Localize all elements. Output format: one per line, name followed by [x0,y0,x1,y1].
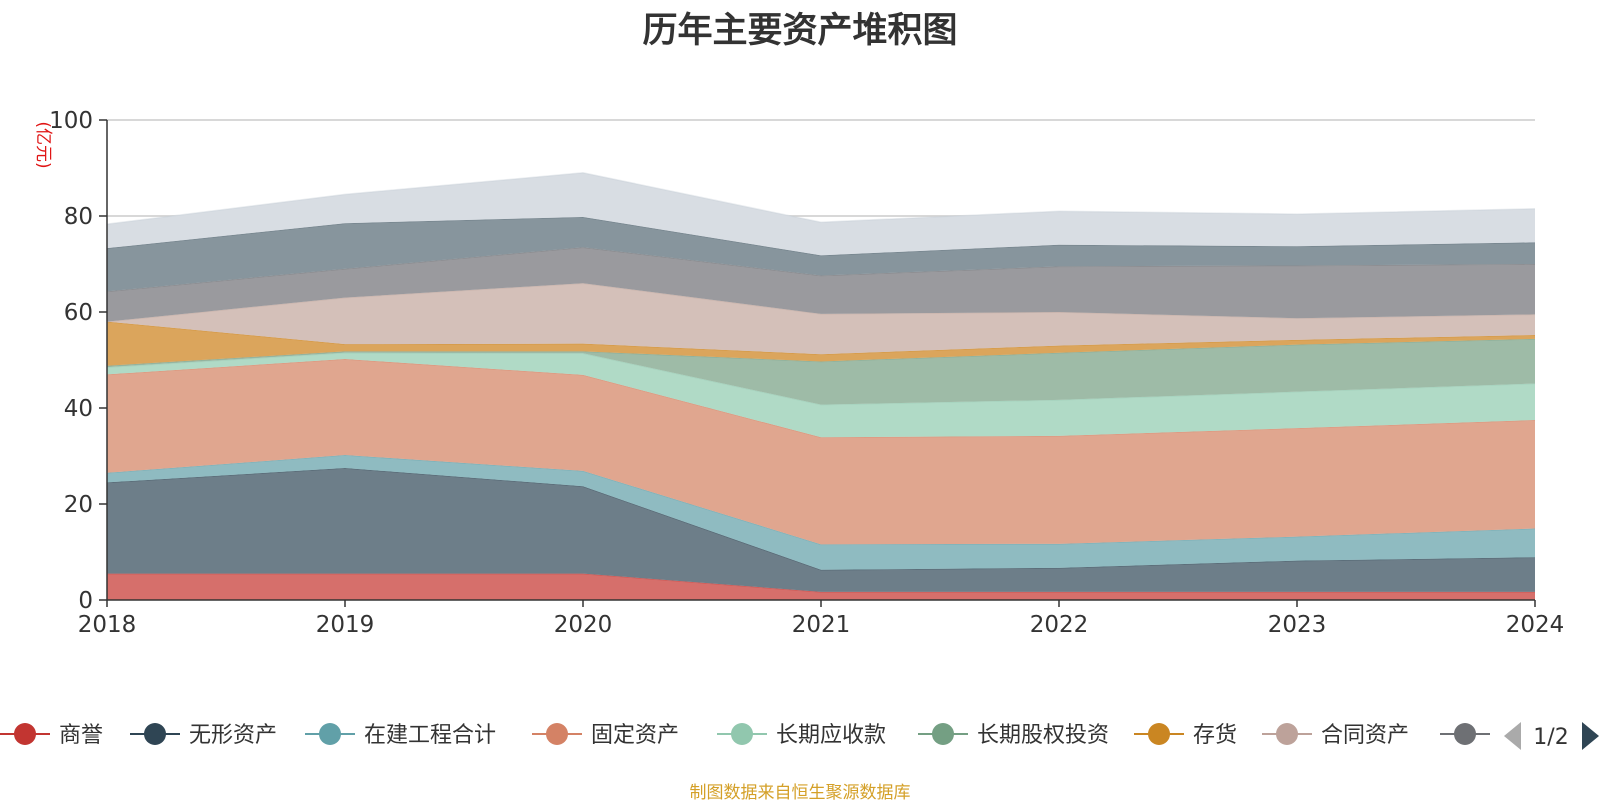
y-tick-label: 100 [49,108,93,134]
legend-next-page-icon[interactable] [1582,722,1599,750]
source-footnote: 制图数据来自恒生聚源数据库 [689,783,911,803]
legend: 商誉 无形资产 在建工程合计 固定资产 长期应收款 长期股权投资 存货 合同资产 [0,723,1490,748]
legend-item-1[interactable]: 商誉 [0,723,103,748]
legend-marker-icon [1276,723,1298,745]
chart-title: 历年主要资产堆积图 [642,11,958,51]
x-tick-label: 2021 [792,612,851,638]
area-series-11[interactable] [107,172,1535,256]
legend-label: 长期应收款 [776,723,886,748]
y-tick-label: 80 [64,204,93,230]
legend-label: 固定资产 [591,723,679,748]
legend-item-3[interactable]: 在建工程合计 [305,723,496,748]
axes: 0 20 40 60 80 100 2018 2019 2020 2021 2022 2023 2024 [49,108,1564,638]
area-series [106,172,1536,600]
legend-label: 合同资产 [1321,723,1409,748]
area-series-10[interactable] [107,216,1535,292]
legend-marker-icon [319,723,341,745]
x-tick-label: 2022 [1030,612,1089,638]
area-series-2[interactable] [107,468,1535,592]
legend-label: 在建工程合计 [364,723,496,748]
legend-label: 存货 [1193,723,1237,748]
legend-page-indicator: 1/2 [1533,725,1568,750]
legend-pager: 1/2 [1504,722,1599,750]
legend-marker-icon [144,723,166,745]
area-series-3[interactable] [107,455,1535,570]
legend-marker-icon [14,723,36,745]
area-series-6[interactable] [107,338,1535,405]
legend-item-2[interactable]: 无形资产 [130,723,277,748]
legend-item-6[interactable]: 长期股权投资 [918,723,1109,748]
area-series-7[interactable] [107,321,1535,366]
x-tick-label: 2024 [1506,612,1565,638]
legend-item-9[interactable] [1440,723,1490,745]
area-series-9[interactable] [107,247,1535,322]
y-axis-unit-label: (亿元) [33,121,53,168]
x-tick-label: 2020 [554,612,613,638]
y-tick-label: 40 [64,396,93,422]
y-tick-label: 0 [78,588,93,614]
area-series-1[interactable] [107,573,1535,600]
legend-label: 长期股权投资 [977,723,1109,748]
area-series-4[interactable] [107,359,1535,545]
legend-label: 无形资产 [189,723,277,748]
x-tick-label: 2023 [1268,612,1327,638]
legend-item-4[interactable]: 固定资产 [532,723,679,748]
legend-marker-icon [1454,723,1476,745]
legend-item-5[interactable]: 长期应收款 [717,723,886,748]
legend-item-7[interactable]: 存货 [1134,723,1237,748]
y-tick-label: 20 [64,492,93,518]
legend-prev-page-icon[interactable] [1504,722,1521,750]
x-tick-label: 2019 [316,612,375,638]
y-tick-label: 60 [64,300,93,326]
area-series-line-11 [106,172,1536,225]
legend-label: 商誉 [59,723,103,748]
legend-marker-icon [1148,723,1170,745]
legend-marker-icon [546,723,568,745]
legend-marker-icon [731,723,753,745]
legend-item-8[interactable]: 合同资产 [1262,723,1409,748]
area-series-8[interactable] [107,283,1535,355]
area-series-5[interactable] [107,352,1535,438]
x-tick-label: 2018 [78,612,137,638]
legend-marker-icon [932,723,954,745]
